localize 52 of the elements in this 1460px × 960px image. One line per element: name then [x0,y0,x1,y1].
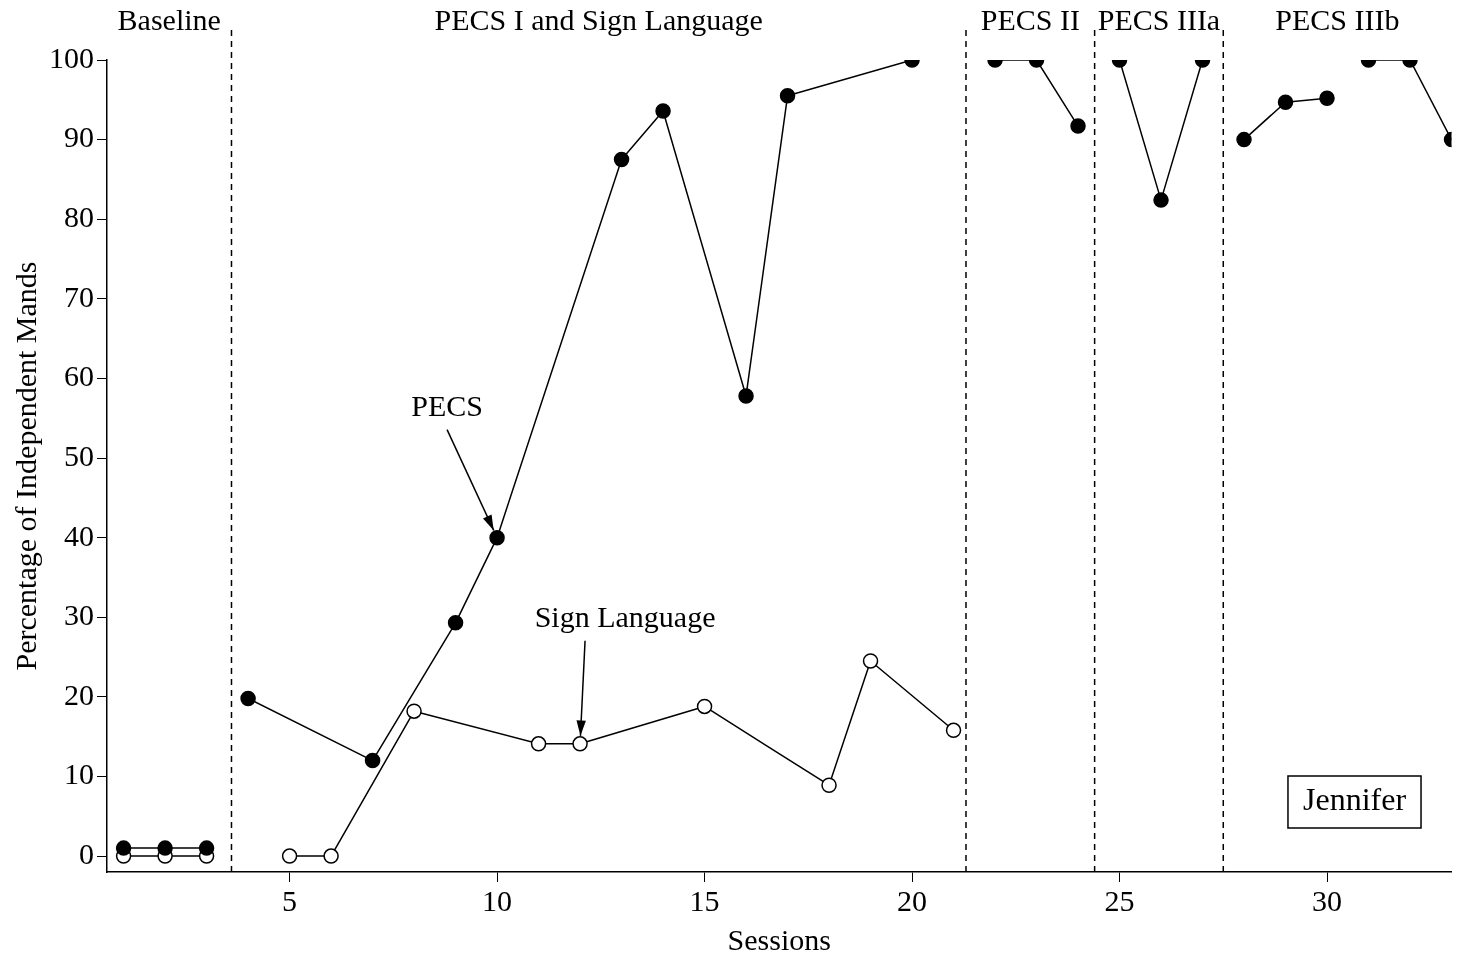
y-tick-label: 60 [64,359,94,393]
point [655,103,671,119]
point [198,840,215,856]
point [572,736,588,752]
x-tick-label: 10 [482,883,513,917]
point [1236,131,1252,148]
point [364,752,381,769]
y-tick-label: 80 [64,200,94,234]
point [115,840,132,856]
point [945,722,962,739]
point [1153,192,1169,208]
point [447,615,464,631]
x-tick-label: 25 [1104,883,1135,917]
text: PECS IIIa [1097,2,1221,36]
point [821,777,837,793]
point [862,653,879,669]
point [406,703,422,719]
y-tick-label: 70 [64,279,94,313]
y-tick-label: 50 [64,438,94,472]
y-axis-title: Percentage of Independent Mands [8,261,42,671]
text: PECS I and Sign Language [434,2,763,36]
point [779,88,796,104]
point [530,736,547,752]
text: PECS IIIb [1275,2,1400,36]
point [281,848,298,864]
x-tick-label: 15 [689,883,720,917]
x-tick-label: 5 [282,883,298,917]
y-tick-label: 100 [49,40,94,74]
y-tick-label: 10 [64,757,94,791]
point [696,698,713,715]
y-tick-label: 40 [64,518,94,552]
text: Baseline [117,2,221,36]
x-tick-label: 20 [897,883,928,917]
point [1277,94,1294,110]
point [323,848,339,864]
y-tick-label: 30 [64,598,94,632]
point [489,529,505,546]
point [1070,118,1086,134]
point [157,840,173,856]
text: PECS II [980,2,1080,36]
annotation: PECS [411,388,483,422]
annotation: Jennifer [1302,781,1407,818]
y-tick-label: 0 [79,836,94,870]
point [738,388,754,404]
point [1319,90,1335,106]
y-tick-label: 90 [64,120,94,154]
point [240,690,256,707]
y-tick-label: 20 [64,677,94,711]
x-tick-label: 30 [1312,883,1343,917]
x-axis-title: Sessions [727,922,831,956]
point [613,151,630,168]
annotation: Sign Language [534,599,716,633]
